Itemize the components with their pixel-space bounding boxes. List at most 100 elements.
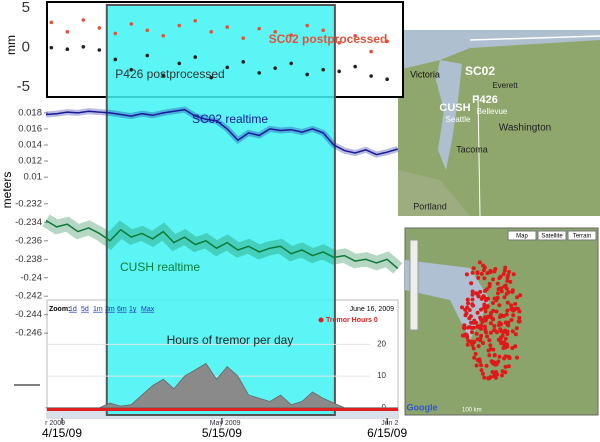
tremor-dot [517,315,522,320]
map-label: SC02 [465,64,495,78]
tremor-dot [470,297,475,302]
point [81,45,86,49]
map-label: Seattle [446,115,471,124]
tremor-dot [492,371,497,376]
point [113,57,118,62]
y-tick-label: -0.238 [15,254,42,265]
tremor-dot [516,319,521,324]
y-tick-label: -0.236 [15,235,42,246]
map-label: Bellevue [477,107,508,116]
tremor-dot [488,270,493,275]
tremor-dot [499,313,504,318]
tremor-dot [477,260,482,265]
zoom-option[interactable]: 6m [117,306,127,313]
tremor-dot [487,338,492,343]
point [337,69,341,74]
zoom-option[interactable]: 1d [69,306,77,313]
tremor-dot [471,303,475,308]
point [305,23,309,28]
tremor-dot [478,336,483,341]
tremor-dot [500,369,505,374]
tremor-dot [505,308,510,313]
tremor-dot [503,364,508,369]
x-tick-label: 6/15/09 [367,426,407,440]
map-button[interactable] [567,230,597,241]
point [305,72,309,77]
map-label: Tacoma [456,144,488,154]
tremor-dot [494,298,499,303]
tremor-dot [491,347,496,352]
tremor-dot [480,319,485,324]
tremor-dot [497,303,502,308]
map-label: Everett [492,81,518,90]
y-tick-label: 0.01 [24,172,43,183]
tremor-dot [493,375,498,380]
point [257,71,262,75]
tremor-dot [463,332,468,337]
tremor-dot [499,341,504,346]
tremor-dot [492,324,497,328]
map-button-label[interactable]: Map [516,234,528,240]
tremor-dot [498,286,503,291]
tremor-dot [479,363,484,368]
series-label: SC02 realtime [192,112,268,126]
map-button[interactable] [537,230,567,241]
tremor-dot [501,346,506,350]
tremor-dot [513,301,518,306]
tremor-dot [466,325,471,330]
tremor-dot [464,272,469,277]
tremor-dot [511,308,516,313]
zoom-option[interactable]: 1y [129,306,137,313]
navigator-tick-label: r 2009 [45,420,65,427]
point [385,39,389,44]
tremor-dot [501,272,506,277]
tremor-dot [502,284,507,289]
tremor-dot [476,344,481,349]
tremor-dot [463,307,468,312]
tremor-dot [482,276,487,281]
point [337,41,341,45]
point [193,18,198,23]
y-tick-label: -0.242 [15,291,42,302]
map-label: Victoria [410,69,440,79]
tremor-dot [515,295,520,300]
tremor-dot [505,278,510,283]
series-label: CUSH realtime [120,260,200,274]
tremor-dot [477,325,481,330]
zoom-option[interactable]: 5d [81,306,89,313]
tremor-dot [506,323,511,328]
tremor-dot [491,308,496,313]
y-tick-label: 0.014 [18,140,42,151]
area [45,362,399,409]
y-tick-label: 5 [22,0,30,16]
y-tick-label: 0 [22,39,30,56]
zoom-option[interactable]: 1m [93,306,103,313]
tremor-dot [482,295,487,300]
tremor-dot [481,341,485,346]
point [49,45,54,50]
tremor-dot [489,315,494,320]
tremor-dot [468,339,473,344]
tremor-dot [480,371,485,376]
tremor-dot [499,335,503,340]
tremor-dot [479,271,484,276]
zoom-option[interactable]: Max [141,306,155,313]
map-button[interactable] [507,230,537,241]
point [209,75,214,80]
tremor-dot [479,368,484,373]
map-button-label[interactable]: Satellite [541,234,563,240]
map-button-label[interactable]: Terrain [573,234,591,240]
tremor-dot [475,270,480,275]
tremor-dot [474,363,479,368]
tremor-dot [499,322,504,327]
point [129,67,134,72]
point [289,33,293,37]
y-tick-label: -0.24 [20,272,42,283]
tremor-dot [492,328,497,333]
tremor-dot [506,320,511,325]
map-label: P426 [472,94,498,106]
zoom-option[interactable]: 3m [105,306,115,313]
tremor-dot [471,346,476,351]
tremor-dot [518,293,523,298]
tremor-dot [470,292,475,297]
